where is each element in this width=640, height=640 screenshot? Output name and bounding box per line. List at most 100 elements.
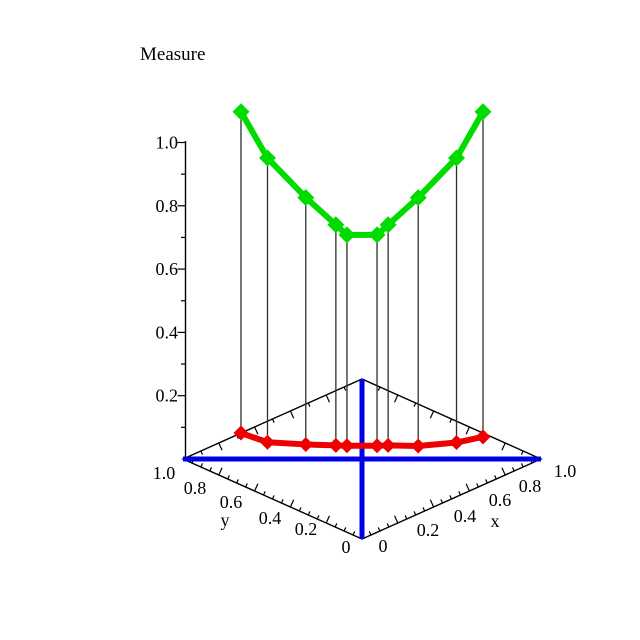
upper-curve-marker [258,149,276,167]
major-tick [393,515,399,524]
y-tick-label: 0 [342,537,351,557]
minor-tick [334,523,338,528]
upper-curve-line [238,110,486,238]
drop-lines [240,111,484,447]
y-axis-title: y [221,510,230,530]
back-left-ticks [200,386,347,455]
x-tick-label: 0.4 [454,506,477,526]
y-axis-ticks [191,459,356,536]
upper-curve-marker [448,149,466,167]
minor-tick [298,507,302,512]
y-tick-label: 1.0 [153,463,176,483]
minor-tick [520,450,524,455]
upper-curve-marker [327,216,345,234]
z-tick-label: 0.8 [156,196,179,216]
lower-curve-marker [298,436,314,452]
y-tick-label: 0.8 [184,478,207,498]
major-tick [429,499,435,508]
lower-curve-marker [475,429,491,445]
upper-curve-marker [379,216,397,234]
z-tick-label: 1.0 [156,133,179,153]
lower-curve-marker [369,438,385,454]
major-tick [254,426,259,435]
minor-tick [236,479,239,484]
lower-measure-curve [233,425,491,454]
minor-tick [271,495,275,500]
minor-tick [386,523,390,528]
z-tick-label: 0.6 [156,259,179,279]
minor-tick [404,515,408,520]
x-axis-ticks [368,459,533,536]
lower-curve-marker [380,437,396,453]
minor-tick [413,402,417,407]
lower-curve-marker [259,434,275,450]
upper-curve-marker [232,103,250,121]
minor-tick [343,527,347,532]
major-tick [501,442,506,451]
upper-curve-marker [474,103,492,121]
lower-curve-marker [449,435,465,451]
upper-curve-marker [368,226,386,244]
lower-curve-marker [410,438,426,454]
major-tick [393,394,399,403]
major-tick [429,410,435,419]
minor-tick [271,418,275,423]
minor-tick [200,463,204,468]
major-tick [465,483,470,492]
minor-tick [449,418,453,423]
major-tick [289,410,295,419]
minor-tick [307,402,311,407]
x-tick-label: 0.8 [519,476,542,496]
x-tick-label: 0 [379,536,388,556]
z-tick-label: 0.4 [156,322,179,342]
lower-curve-line [240,430,484,450]
minor-tick [520,463,524,468]
x-tick-label: 1.0 [554,461,577,481]
minor-tick [458,491,461,496]
z-axis: 1.0 0.8 0.6 0.4 0.2 [156,133,187,460]
upper-curve-marker [409,189,427,207]
minor-tick [209,467,213,472]
minor-tick [245,483,248,488]
y-tick-label: 0.2 [295,519,318,539]
lower-curve-marker [339,438,355,454]
upper-measure-curve [232,103,492,244]
major-tick [218,467,223,476]
major-tick [501,467,506,476]
minor-tick [377,386,381,391]
minor-tick [422,507,426,512]
major-tick [254,483,259,492]
minor-tick [476,483,479,488]
minor-tick [494,475,497,480]
minor-tick [200,450,204,455]
major-tick [325,515,331,524]
minor-tick [352,531,356,536]
minor-tick [263,491,266,496]
base-diagonal-lines [183,379,541,539]
minor-tick [449,495,453,500]
z-tick-label: 0.2 [156,386,179,406]
minor-tick [511,467,515,472]
minor-tick [280,499,284,504]
minor-tick [485,479,488,484]
upper-curve-marker [338,226,356,244]
upper-curve-marker [297,189,315,207]
minor-tick [307,511,311,516]
minor-tick [368,531,372,536]
x-tick-label: 0.2 [417,520,440,540]
x-tick-label: 0.6 [489,490,512,510]
lower-curve-marker [328,437,344,453]
lower-curve-marker [233,425,249,441]
base-axis-labels: 0 0.2 0.4 0.6 0.8 1.0 1.0 0.8 0.6 0.4 0.2 0 x y [153,461,577,557]
y-tick-label: 0.4 [259,508,282,528]
minor-tick [227,475,230,480]
major-tick [325,394,331,403]
minor-tick [343,386,347,391]
major-tick [465,426,470,435]
z-axis-title-text: Measure [140,44,206,65]
major-tick [289,499,295,508]
minor-tick [377,527,381,532]
x-axis-title: x [491,511,500,531]
